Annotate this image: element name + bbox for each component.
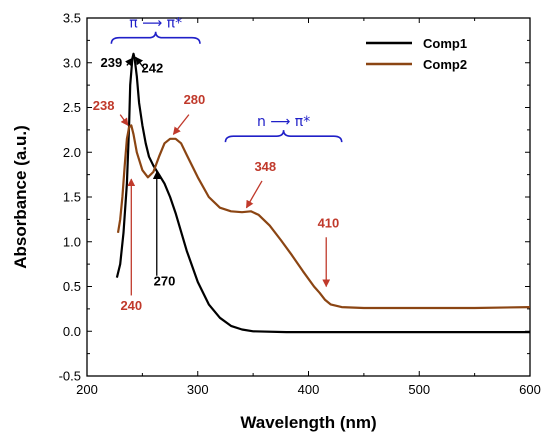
y-tick-label: 0.0 bbox=[63, 324, 81, 339]
y-tick-label: 1.5 bbox=[63, 190, 81, 205]
y-tick-label: 3.5 bbox=[63, 11, 81, 26]
annotation-arrow bbox=[119, 114, 129, 127]
x-tick-label: 200 bbox=[76, 382, 98, 397]
transition-brackets: π ⟶ π* n ⟶ π* bbox=[110, 16, 343, 143]
x-tick-label: 600 bbox=[519, 382, 541, 397]
peak-label-238: 238 bbox=[93, 98, 115, 113]
y-tick-label: 2.5 bbox=[63, 100, 81, 115]
y-tick-label: 1.0 bbox=[63, 234, 81, 249]
legend-label-comp1: Comp1 bbox=[423, 36, 467, 51]
x-axis-title: Wavelength (nm) bbox=[240, 413, 376, 432]
series-line-comp2 bbox=[116, 124, 531, 310]
peak-label-240: 240 bbox=[120, 298, 142, 313]
x-tick-label: 400 bbox=[298, 382, 320, 397]
y-tick-label: 0.5 bbox=[63, 279, 81, 294]
y-axis-title: Absorbance (a.u.) bbox=[11, 125, 30, 269]
y-tick-label: 3.0 bbox=[63, 55, 81, 70]
y-tick-label: 2.0 bbox=[63, 145, 81, 160]
annotation-arrow bbox=[245, 180, 263, 209]
tick-labels: 200 300 400 500 600 -0.5 0.0 0.5 1.0 1.5 2.0 2.5 3.0… bbox=[59, 11, 541, 398]
y-tick-label: -0.5 bbox=[59, 369, 81, 384]
transition-bracket bbox=[110, 31, 201, 44]
transition-label: n ⟶ π* bbox=[257, 114, 310, 130]
transition-bracket bbox=[224, 130, 343, 143]
peak-label-239: 239 bbox=[101, 55, 123, 70]
annotation-arrow bbox=[125, 57, 133, 67]
peak-label-348: 348 bbox=[254, 159, 276, 174]
x-tick-label: 300 bbox=[187, 382, 209, 397]
annotation-arrow bbox=[172, 114, 190, 135]
legend-label-comp2: Comp2 bbox=[423, 57, 467, 72]
x-tick-label: 500 bbox=[408, 382, 430, 397]
series-line-comp1 bbox=[115, 52, 530, 334]
peak-label-270: 270 bbox=[154, 274, 176, 289]
peak-label-410: 410 bbox=[318, 215, 340, 230]
peak-label-242: 242 bbox=[141, 61, 163, 76]
annotations: 239 242 238 280 348 410 240 270 bbox=[93, 55, 340, 313]
legend: Comp1 Comp2 bbox=[366, 36, 467, 72]
transition-label: π ⟶ π* bbox=[129, 16, 182, 32]
series-lines bbox=[115, 52, 531, 334]
annotation-arrow bbox=[135, 56, 146, 70]
peak-label-280: 280 bbox=[184, 92, 206, 107]
